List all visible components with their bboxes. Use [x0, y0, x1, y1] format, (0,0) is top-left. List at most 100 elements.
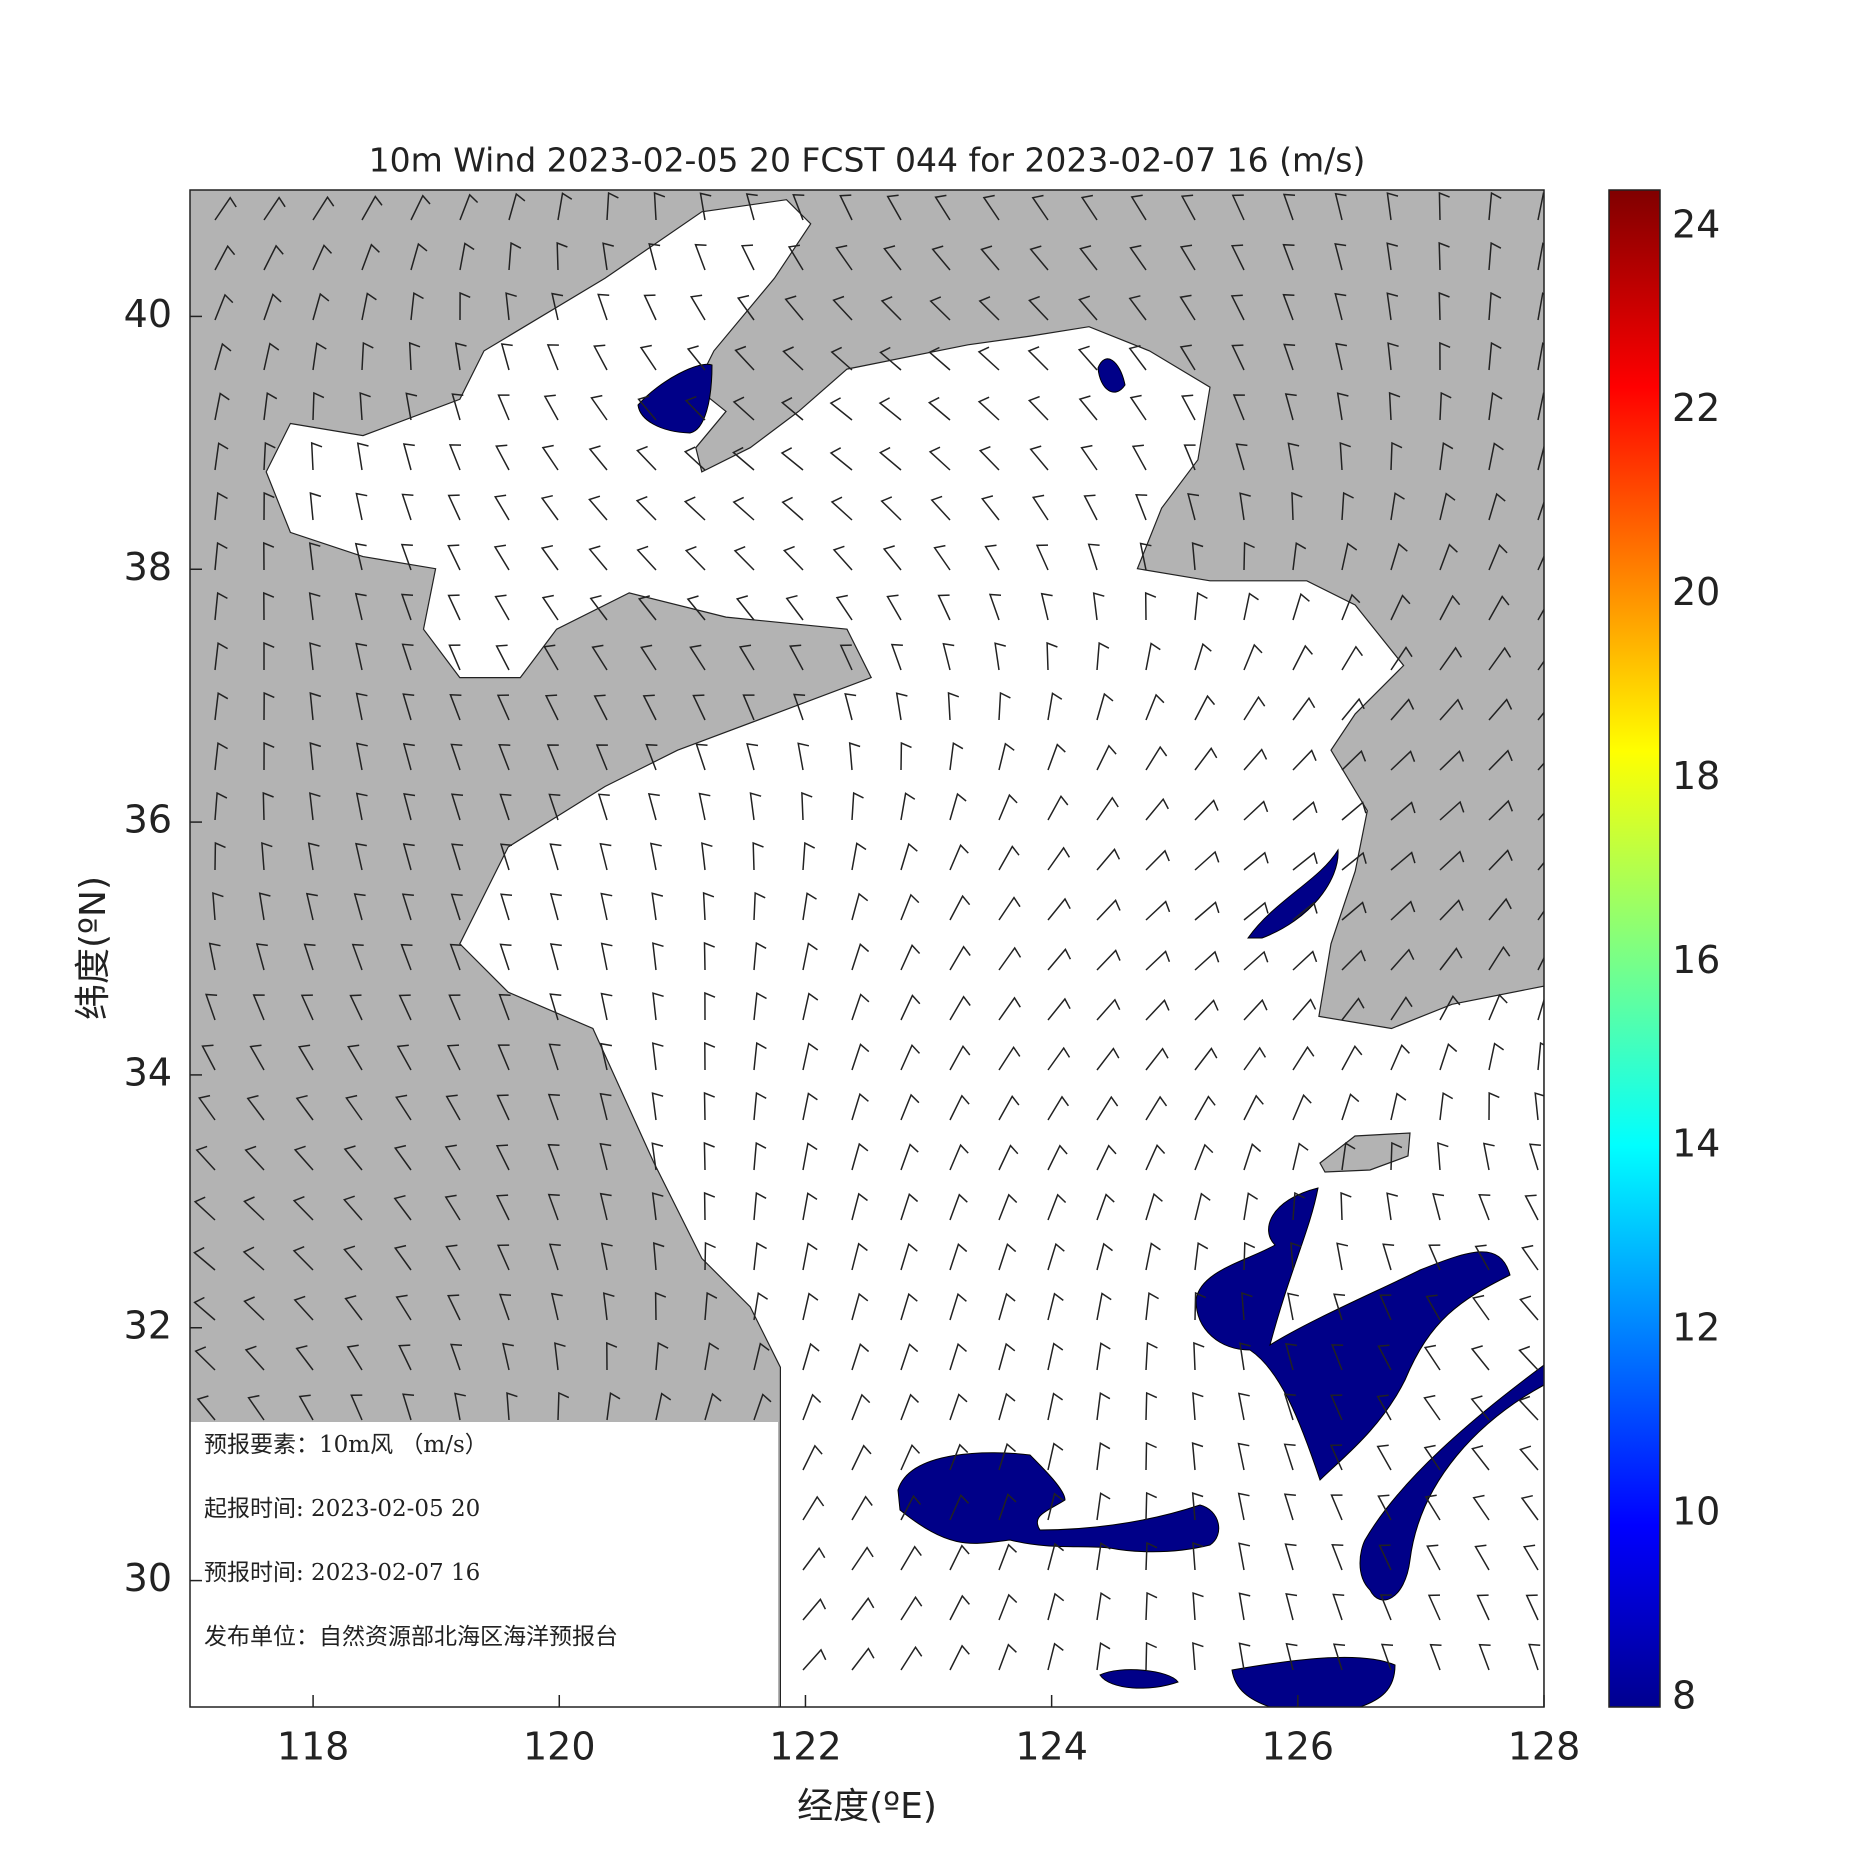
wind-barb [262, 791, 274, 821]
wind-barb [1243, 643, 1263, 671]
wind-barb [595, 744, 608, 771]
wind-barb [547, 1143, 560, 1171]
wind-barb [1047, 948, 1072, 971]
wind-barb [1341, 851, 1367, 871]
colorbar-tick-label: 14 [1672, 1122, 1720, 1166]
wind-barb [1283, 1393, 1296, 1421]
wind-barb [350, 1394, 363, 1421]
wind-barb [355, 692, 368, 721]
wind-barb [355, 492, 368, 521]
wind-barb [448, 994, 461, 1021]
wind-barb [802, 1495, 825, 1521]
wind-barb [1292, 950, 1318, 971]
wind-barb [549, 943, 562, 971]
wind-barb [346, 1344, 363, 1371]
wind-barb [980, 245, 1000, 271]
wind-barb [263, 541, 275, 571]
wind-barb [193, 1246, 216, 1271]
info-text: 预报要素：10m风 （m/s） 起报时间: 2023-02-05 20 预报时间… [204, 1432, 618, 1650]
wind-barb [839, 644, 853, 671]
wind-barb [900, 1443, 921, 1471]
wind-barb [593, 694, 608, 721]
wind-barb [1537, 342, 1544, 371]
wind-barb [402, 443, 415, 471]
wind-barb [205, 993, 218, 1021]
wind-barb [1235, 443, 1248, 471]
wind-barb [1439, 850, 1465, 871]
wind-barb [734, 345, 755, 371]
wind-barb [351, 943, 364, 971]
wind-barb [1439, 994, 1461, 1021]
wind-barb [851, 1192, 868, 1221]
wind-barb [1145, 1641, 1158, 1671]
wind-barb [880, 296, 902, 321]
wind-barb [949, 1044, 971, 1071]
wind-barb [600, 942, 613, 971]
axes: 118 120 122 124 126 128 30 32 34 36 38 40 8 10 12 14 16 1… [124, 202, 1721, 1768]
wind-barb [1291, 491, 1303, 521]
wind-barb [900, 1645, 923, 1671]
wind-barb [246, 1094, 265, 1121]
wind-barb [1145, 1441, 1157, 1471]
wind-barb [851, 842, 867, 871]
wind-barb [949, 741, 964, 771]
wind-barb [1488, 646, 1512, 671]
wind-barb [1047, 846, 1071, 871]
wind-barb [949, 1644, 970, 1671]
wind-barb [312, 244, 333, 271]
wind-barb [1525, 1594, 1539, 1621]
wind-barb [635, 496, 657, 521]
wind-barb [1047, 1046, 1071, 1071]
wind-barb [497, 394, 510, 421]
y-tick-label: 36 [124, 798, 172, 842]
wind-barb [789, 644, 804, 671]
wind-barb [1390, 698, 1415, 721]
wind-barb [655, 1392, 672, 1421]
info-line: 预报时间: 2023-02-07 16 [204, 1560, 480, 1586]
wind-barb [753, 1191, 767, 1221]
wind-barb [928, 346, 951, 371]
wind-barb [851, 1142, 869, 1171]
wind-barb [214, 196, 237, 221]
wind-barb [900, 1595, 923, 1621]
wind-barb [652, 942, 664, 971]
wind-barb [1519, 1445, 1539, 1471]
wind-barb [1438, 241, 1450, 271]
wind-barb [637, 395, 657, 421]
wind-barb [1380, 1643, 1394, 1671]
wind-barb [1029, 245, 1049, 271]
wind-barb [1128, 344, 1147, 371]
wind-barb [900, 1093, 920, 1121]
wind-barb [732, 496, 755, 521]
wind-barb [1047, 1144, 1068, 1171]
wind-barb [1537, 956, 1544, 971]
wind-barb [1083, 494, 1098, 521]
wind-barb [493, 494, 510, 521]
wind-barb [548, 1243, 561, 1271]
wind-barb [355, 642, 368, 671]
wind-barb [928, 446, 951, 471]
wind-barb [588, 545, 608, 571]
wind-barb [1047, 1292, 1064, 1321]
wind-barb [1439, 441, 1454, 471]
wind-barb [1425, 1294, 1441, 1321]
wind-barb [1537, 909, 1544, 921]
wind-barb [450, 1343, 463, 1371]
wind-barb [400, 593, 414, 621]
wind-barb [1341, 593, 1361, 621]
wind-barb [1379, 1294, 1392, 1321]
wind-barb [1194, 1095, 1216, 1121]
wind-barb [692, 694, 706, 721]
wind-barb [1377, 1494, 1392, 1521]
wind-barb [949, 1342, 967, 1371]
wind-barb [698, 792, 711, 821]
wind-barb [1047, 1542, 1065, 1571]
wind-barb [361, 341, 374, 371]
wind-barb [505, 292, 517, 321]
wind-barb [694, 243, 707, 271]
wind-barb [1238, 1642, 1251, 1671]
wind-barb [450, 743, 463, 771]
wind-barb [600, 1042, 613, 1071]
wind-barb [447, 594, 461, 621]
wind-barb [449, 694, 462, 721]
